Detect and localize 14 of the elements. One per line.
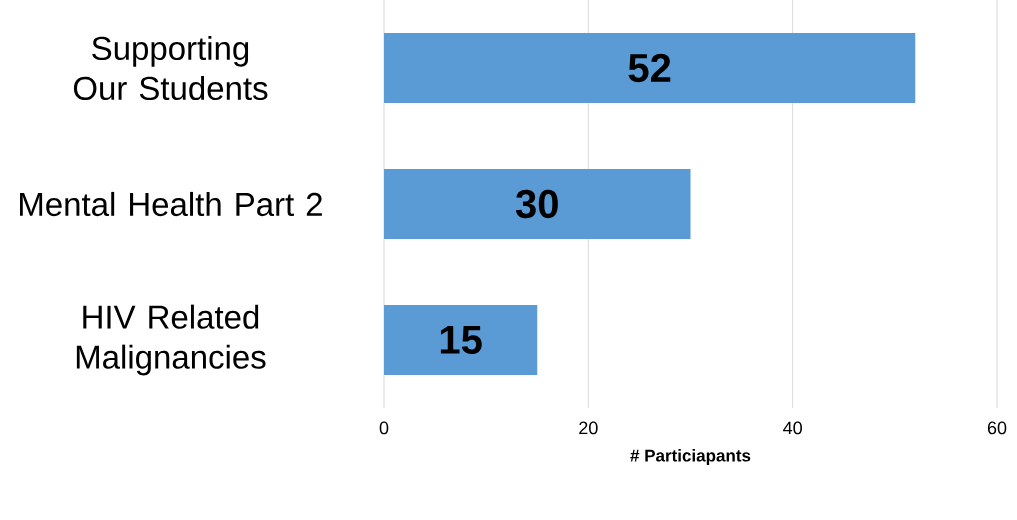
x-tick-label: 20 (579, 421, 598, 435)
bar (384, 305, 538, 375)
x-tick-label: 60 (987, 421, 1007, 435)
y-tick-label: Supporting Our Students (73, 35, 268, 101)
y-tick-label: Mental Health Part 2 (20, 191, 322, 217)
data-label: 15 (440, 326, 482, 354)
bar (384, 169, 691, 239)
data-label: 30 (515, 189, 558, 219)
y-tick-label: HIV Related Malignancies (76, 304, 266, 376)
x-tick-label: 40 (783, 421, 802, 435)
x-tick-label: 0 (379, 421, 389, 435)
data-label: 52 (628, 53, 671, 83)
bar (384, 33, 916, 103)
x-axis-title: # Particiapants (630, 449, 751, 465)
